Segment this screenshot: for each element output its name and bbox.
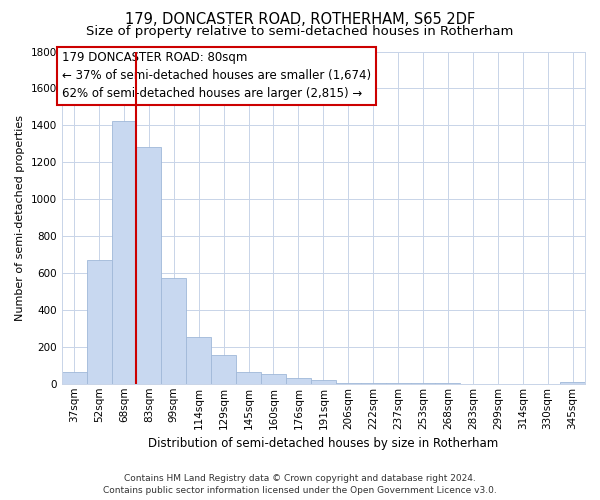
Bar: [86, 260, 112, 384]
Bar: [311, 380, 336, 384]
Bar: [386, 383, 410, 384]
Bar: [286, 378, 311, 384]
Bar: [361, 383, 386, 384]
Bar: [336, 383, 361, 384]
Bar: [261, 374, 286, 384]
Bar: [560, 382, 585, 384]
Text: Size of property relative to semi-detached houses in Rotherham: Size of property relative to semi-detach…: [86, 25, 514, 38]
Bar: [136, 148, 161, 384]
Bar: [211, 355, 236, 384]
Y-axis label: Number of semi-detached properties: Number of semi-detached properties: [15, 114, 25, 320]
Text: 179 DONCASTER ROAD: 80sqm
← 37% of semi-detached houses are smaller (1,674)
62% : 179 DONCASTER ROAD: 80sqm ← 37% of semi-…: [62, 52, 371, 100]
Bar: [62, 372, 86, 384]
X-axis label: Distribution of semi-detached houses by size in Rotherham: Distribution of semi-detached houses by …: [148, 437, 499, 450]
Text: 179, DONCASTER ROAD, ROTHERHAM, S65 2DF: 179, DONCASTER ROAD, ROTHERHAM, S65 2DF: [125, 12, 475, 28]
Bar: [112, 120, 136, 384]
Bar: [236, 372, 261, 384]
Bar: [161, 278, 186, 384]
Text: Contains HM Land Registry data © Crown copyright and database right 2024.
Contai: Contains HM Land Registry data © Crown c…: [103, 474, 497, 495]
Bar: [186, 336, 211, 384]
